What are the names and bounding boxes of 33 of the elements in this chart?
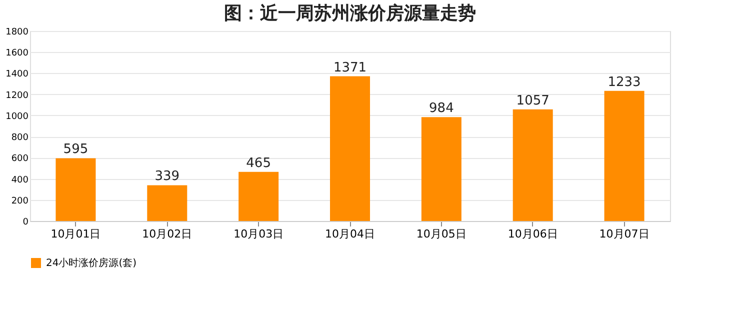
bar [330,76,370,221]
x-tick-label: 10月06日 [508,228,558,240]
y-tick-label: 800 [11,133,29,144]
data-label: 984 [429,101,454,116]
data-label: 1057 [516,93,550,108]
bar [56,158,96,221]
x-tick-label: 10月07日 [599,228,650,240]
data-label: 465 [246,156,271,171]
x-tick-label: 10月01日 [50,228,101,240]
data-label: 1371 [333,60,367,76]
y-tick-label: 1000 [6,112,29,122]
y-tick-label: 1200 [6,90,29,101]
x-tick-label: 10月05日 [416,228,466,240]
bar [238,172,279,221]
bar [147,185,188,221]
legend-label: 24小时涨价房源(套) [46,257,137,269]
x-tick-label: 10月03日 [234,228,284,240]
bar [604,90,644,221]
y-tick-label: 400 [11,175,29,186]
y-tick-label: 600 [11,154,29,164]
y-tick-label: 1600 [6,48,29,59]
y-tick-label: 1400 [6,70,29,80]
data-label: 595 [63,142,88,158]
y-tick-label: 1800 [6,28,29,38]
data-label: 1233 [608,74,641,90]
bar [512,109,553,221]
y-tick-label: 200 [11,196,29,206]
x-tick-label: 10月02日 [142,228,192,240]
x-tick-label: 10月04日 [325,228,375,240]
y-tick-label: 0 [22,218,29,228]
chart-title: 图：近一周苏州涨价房源量走势 [224,3,476,24]
data-label: 339 [154,169,180,184]
bar [421,117,462,221]
